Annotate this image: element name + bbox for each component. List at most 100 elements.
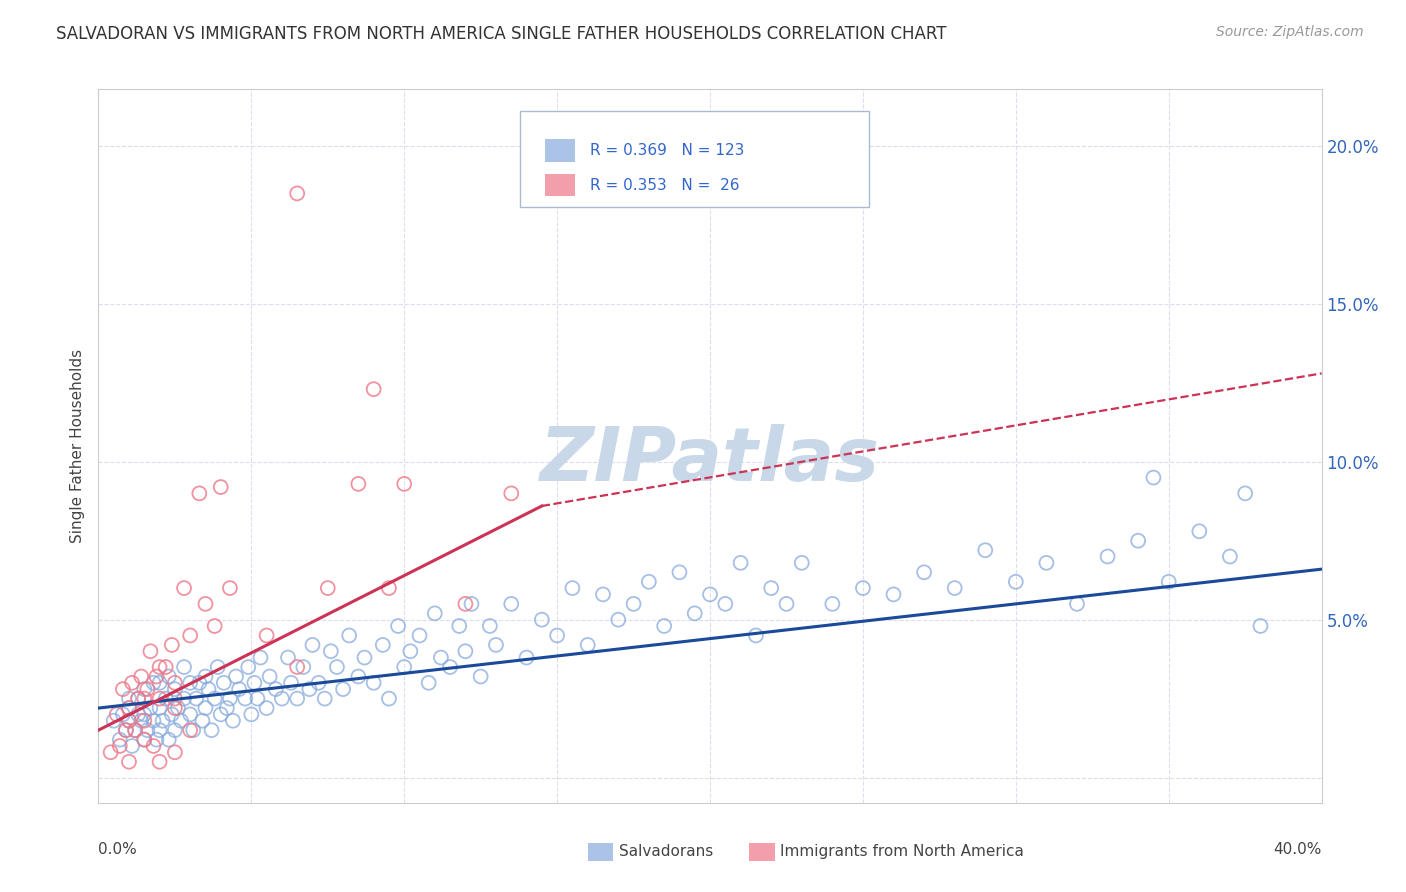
Point [298, 682, 321, 697]
Point [179, 707, 201, 722]
FancyBboxPatch shape [546, 174, 575, 196]
Point [363, 382, 385, 396]
Point [173, 660, 195, 674]
Point [179, 628, 201, 642]
Point [108, 739, 131, 753]
Point [134, 732, 156, 747]
Point [134, 732, 156, 747]
Point [430, 650, 453, 665]
Text: Salvadorans: Salvadorans [619, 845, 713, 859]
Point [145, 669, 167, 683]
Point [264, 682, 287, 697]
Point [118, 714, 141, 728]
Point [326, 660, 349, 674]
Point [1188, 524, 1211, 539]
Point [530, 613, 553, 627]
Point [212, 675, 235, 690]
Point [194, 597, 217, 611]
Point [181, 723, 204, 738]
Point [821, 597, 844, 611]
Point [127, 691, 149, 706]
Point [285, 691, 308, 706]
FancyBboxPatch shape [546, 139, 575, 162]
Point [191, 714, 214, 728]
Point [637, 574, 661, 589]
Point [127, 691, 149, 706]
Point [149, 675, 172, 690]
Point [134, 707, 156, 722]
Point [683, 607, 706, 621]
Point [157, 669, 180, 683]
Point [163, 723, 186, 738]
Point [121, 675, 143, 690]
Point [1128, 533, 1150, 548]
Point [129, 714, 152, 728]
Point [111, 707, 134, 722]
Point [209, 480, 232, 494]
Point [259, 669, 281, 683]
FancyBboxPatch shape [520, 111, 869, 207]
Point [883, 587, 905, 601]
Point [301, 638, 323, 652]
Point [207, 660, 229, 674]
Point [423, 607, 446, 621]
Point [775, 597, 797, 611]
Y-axis label: Single Father Households: Single Father Households [70, 349, 86, 543]
Point [163, 745, 186, 759]
Point [160, 638, 183, 652]
Point [149, 660, 172, 674]
Point [219, 581, 242, 595]
Point [470, 669, 492, 683]
Point [215, 701, 238, 715]
Point [347, 669, 370, 683]
Point [142, 675, 165, 690]
Point [139, 644, 162, 658]
Text: R = 0.369   N = 123: R = 0.369 N = 123 [591, 143, 745, 158]
Point [240, 707, 263, 722]
Text: R = 0.353   N =  26: R = 0.353 N = 26 [591, 178, 740, 193]
Point [668, 566, 690, 580]
Point [337, 628, 360, 642]
Point [501, 486, 523, 500]
Point [179, 723, 201, 738]
Point [292, 660, 315, 674]
Point [194, 669, 217, 683]
Text: 0.0%: 0.0% [98, 842, 138, 857]
Point [134, 691, 156, 706]
Point [222, 714, 245, 728]
Point [974, 543, 997, 558]
Point [115, 723, 138, 738]
Point [249, 650, 271, 665]
Point [790, 556, 813, 570]
Point [155, 691, 177, 706]
Point [118, 714, 141, 728]
Point [225, 669, 247, 683]
Point [332, 682, 354, 697]
Point [1066, 597, 1088, 611]
Point [485, 638, 508, 652]
Text: Immigrants from North America: Immigrants from North America [780, 845, 1024, 859]
Text: 40.0%: 40.0% [1274, 842, 1322, 857]
Point [134, 714, 156, 728]
Point [149, 691, 172, 706]
Point [418, 675, 440, 690]
Point [219, 691, 242, 706]
Point [103, 714, 125, 728]
Point [157, 732, 180, 747]
Point [592, 587, 614, 601]
Text: Source: ZipAtlas.com: Source: ZipAtlas.com [1216, 25, 1364, 39]
Point [501, 597, 523, 611]
Point [378, 691, 401, 706]
Point [392, 660, 416, 674]
Point [943, 581, 966, 595]
Point [730, 556, 752, 570]
Point [115, 723, 138, 738]
Point [145, 732, 167, 747]
Point [912, 566, 935, 580]
Point [852, 581, 875, 595]
Point [233, 691, 256, 706]
Point [256, 701, 278, 715]
Point [149, 755, 172, 769]
Point [200, 723, 222, 738]
Point [623, 597, 645, 611]
